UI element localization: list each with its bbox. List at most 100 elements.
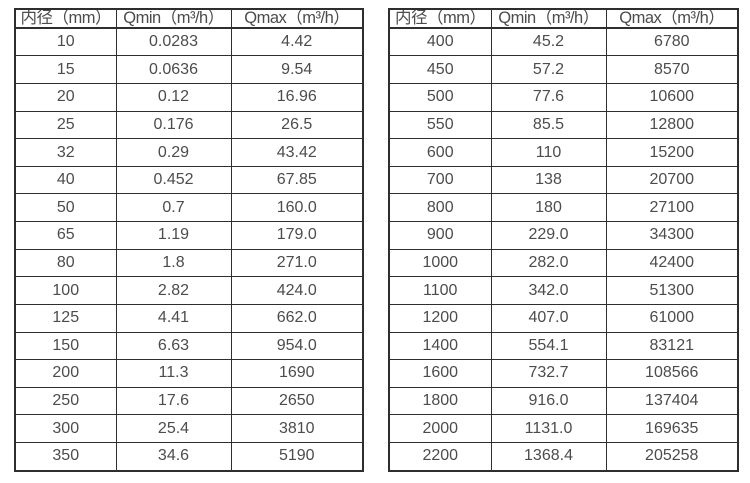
column-header-qmin: Qmin（m³/h） [115, 8, 232, 29]
table-cell: 34.6 [115, 441, 232, 472]
table-row: 350 34.6 5190 [14, 441, 364, 472]
table-cell: 0.29 [115, 138, 232, 167]
table-row: 450 57.2 8570 [388, 55, 739, 85]
header-row: 内径（mm） Qmin（m³/h） Qmax（m³/h） [388, 8, 739, 29]
table-row: 50 0.7 160.0 [14, 193, 364, 223]
table-cell: 20 [14, 83, 117, 112]
table-cell: 300 [14, 414, 117, 443]
table-cell: 25.4 [115, 414, 232, 443]
table-cell: 2200 [388, 441, 492, 472]
table-cell: 0.0283 [115, 26, 232, 57]
table-cell: 0.12 [115, 83, 232, 112]
table-cell: 700 [388, 165, 492, 195]
table-cell: 83121 [605, 331, 739, 361]
table-cell: 150 [14, 331, 117, 361]
table-cell: 85.5 [490, 110, 607, 140]
table-row: 65 1.19 179.0 [14, 221, 364, 250]
table-cell: 2650 [230, 386, 364, 416]
table-cell: 169635 [605, 414, 739, 443]
table-cell: 43.42 [230, 138, 364, 167]
table-row: 700 138 20700 [388, 165, 739, 195]
table-row: 500 77.6 10600 [388, 83, 739, 112]
table-cell: 450 [388, 55, 492, 85]
table-row: 32 0.29 43.42 [14, 138, 364, 167]
column-header-diameter: 内径（mm） [388, 8, 492, 29]
table-cell: 15200 [605, 138, 739, 167]
table-cell: 1131.0 [490, 414, 607, 443]
table-cell: 137404 [605, 386, 739, 416]
table-cell: 32 [14, 138, 117, 167]
table-cell: 250 [14, 386, 117, 416]
table-body: 10 0.0283 4.42 15 0.0636 9.54 20 0.12 16.96 25 0.1… [14, 26, 364, 472]
table-cell: 125 [14, 303, 117, 333]
table-row: 1400 554.1 83121 [388, 331, 739, 361]
table-cell: 34300 [605, 221, 739, 250]
table-cell: 42400 [605, 248, 739, 278]
table-cell: 80 [14, 248, 117, 278]
table-cell: 500 [388, 83, 492, 112]
table-cell: 800 [388, 193, 492, 223]
column-header-qmin: Qmin（m³/h） [490, 8, 607, 29]
table-cell: 200 [14, 359, 117, 388]
table-cell: 271.0 [230, 248, 364, 278]
table-cell: 205258 [605, 441, 739, 472]
table-cell: 25 [14, 110, 117, 140]
table-cell: 1400 [388, 331, 492, 361]
table-cell: 5190 [230, 441, 364, 472]
table-row: 250 17.6 2650 [14, 386, 364, 416]
table-cell: 662.0 [230, 303, 364, 333]
table-row: 150 6.63 954.0 [14, 331, 364, 361]
table-cell: 20700 [605, 165, 739, 195]
table-body: 400 45.2 6780 450 57.2 8570 500 77.6 10600 550 85.… [388, 26, 739, 472]
table-row: 800 180 27100 [388, 193, 739, 223]
flow-range-table-large-diameters: 内径（mm） Qmin（m³/h） Qmax（m³/h） 400 45.2 6780… [388, 8, 739, 472]
table-cell: 6.63 [115, 331, 232, 361]
table-cell: 138 [490, 165, 607, 195]
table-cell: 4.41 [115, 303, 232, 333]
header-row: 内径（mm） Qmin（m³/h） Qmax（m³/h） [14, 8, 364, 29]
table-row: 2200 1368.4 205258 [388, 441, 739, 472]
table-cell: 1.8 [115, 248, 232, 278]
flow-range-table-small-diameters: 内径（mm） Qmin（m³/h） Qmax（m³/h） 10 0.0283 4.4… [14, 8, 364, 472]
table-cell: 180 [490, 193, 607, 223]
table-cell: 1.19 [115, 221, 232, 250]
table-row: 125 4.41 662.0 [14, 303, 364, 333]
table-cell: 0.0636 [115, 55, 232, 85]
table-cell: 916.0 [490, 386, 607, 416]
table-cell: 10 [14, 26, 117, 57]
column-header-qmax: Qmax（m³/h） [230, 8, 364, 29]
table-cell: 424.0 [230, 276, 364, 305]
table-cell: 2000 [388, 414, 492, 443]
table-row: 200 11.3 1690 [14, 359, 364, 388]
table-cell: 3810 [230, 414, 364, 443]
table-row: 1100 342.0 51300 [388, 276, 739, 305]
table-cell: 160.0 [230, 193, 364, 223]
table-cell: 0.176 [115, 110, 232, 140]
table-row: 300 25.4 3810 [14, 414, 364, 443]
table-cell: 1690 [230, 359, 364, 388]
table-cell: 554.1 [490, 331, 607, 361]
table-cell: 1200 [388, 303, 492, 333]
table-cell: 77.6 [490, 83, 607, 112]
table-row: 600 110 15200 [388, 138, 739, 167]
table-cell: 57.2 [490, 55, 607, 85]
table-cell: 229.0 [490, 221, 607, 250]
table-cell: 67.85 [230, 165, 364, 195]
table-row: 1600 732.7 108566 [388, 359, 739, 388]
table-cell: 27100 [605, 193, 739, 223]
table-row: 20 0.12 16.96 [14, 83, 364, 112]
table-cell: 1100 [388, 276, 492, 305]
column-header-qmax: Qmax（m³/h） [605, 8, 739, 29]
table-cell: 15 [14, 55, 117, 85]
table-cell: 342.0 [490, 276, 607, 305]
table-cell: 11.3 [115, 359, 232, 388]
table-cell: 10600 [605, 83, 739, 112]
table-row: 100 2.82 424.0 [14, 276, 364, 305]
table-cell: 8570 [605, 55, 739, 85]
table-row: 400 45.2 6780 [388, 26, 739, 57]
table-cell: 12800 [605, 110, 739, 140]
table-cell: 179.0 [230, 221, 364, 250]
table-row: 10 0.0283 4.42 [14, 26, 364, 57]
table-cell: 26.5 [230, 110, 364, 140]
